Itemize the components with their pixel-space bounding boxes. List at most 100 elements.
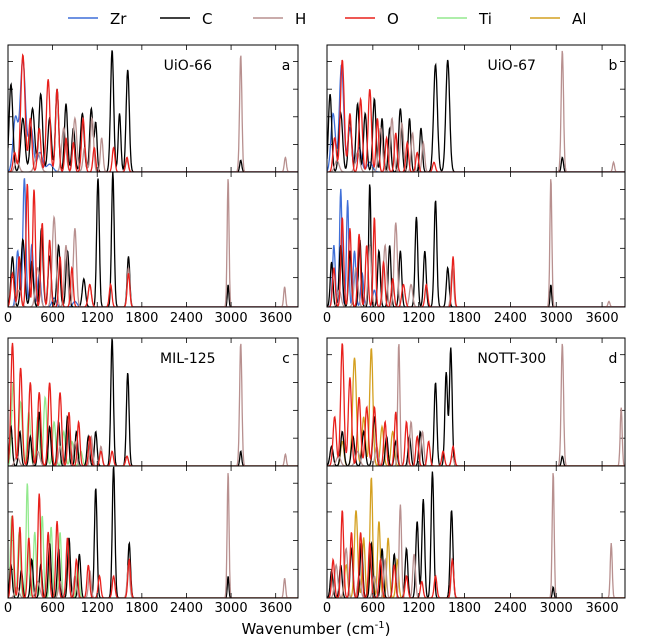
series-lines xyxy=(8,466,298,598)
legend-item-h: H xyxy=(253,10,306,28)
series-line-h xyxy=(327,50,625,172)
x-tick-label: 1200 xyxy=(402,601,435,616)
legend: Zr C H O Ti Al xyxy=(68,10,586,28)
x-ticks xyxy=(7,45,277,172)
x-tick-label: 0 xyxy=(4,601,12,616)
x-tick-label: 3600 xyxy=(259,311,292,326)
series-line-o xyxy=(8,342,298,466)
y-ticks xyxy=(327,482,625,570)
series-line-o xyxy=(327,510,625,598)
x-ticks xyxy=(326,338,603,466)
legend-label: H xyxy=(295,10,306,28)
series-lines xyxy=(327,50,625,172)
legend-label: Al xyxy=(572,10,586,28)
x-tick-label: 1800 xyxy=(448,311,481,326)
x-tick-label: 3000 xyxy=(540,601,573,616)
series-lines xyxy=(8,338,298,466)
series-line-al xyxy=(327,477,625,598)
series-line-c xyxy=(8,172,298,307)
subplot-bottom xyxy=(326,171,626,308)
y-ticks xyxy=(327,354,625,439)
x-tick-label: 2400 xyxy=(494,601,527,616)
y-ticks xyxy=(8,189,298,279)
legend-label: Zr xyxy=(110,10,127,28)
series-line-c xyxy=(8,466,298,598)
x-tick-label: 0 xyxy=(323,601,331,616)
series-line-zr xyxy=(8,178,298,307)
panel-letter: a xyxy=(282,58,291,74)
series-line-h xyxy=(8,473,298,598)
series-line-zr xyxy=(8,57,298,172)
series-lines xyxy=(8,172,298,307)
y-ticks xyxy=(8,482,298,570)
panel-title: NOTT-300 xyxy=(477,351,546,367)
x-tick-label: 3600 xyxy=(586,601,619,616)
legend-item-al: Al xyxy=(530,10,586,28)
x-tick-label: 1200 xyxy=(81,601,114,616)
series-line-c xyxy=(8,338,298,466)
series-lines xyxy=(327,179,625,307)
x-tick-label: 600 xyxy=(360,311,385,326)
series-line-h xyxy=(327,473,625,598)
panel-letter: c xyxy=(282,351,290,367)
x-tick-labels: 0 600 1200 1800 2400 3000 3600 xyxy=(4,311,292,326)
subplot-top xyxy=(326,337,626,467)
x-tick-label: 3600 xyxy=(259,601,292,616)
legend-label: Ti xyxy=(478,10,492,28)
x-tick-label: 0 xyxy=(4,311,12,326)
x-tick-label: 3000 xyxy=(215,601,248,616)
panel-letter: b xyxy=(609,58,618,74)
x-tick-labels: 0 600 1200 1800 2400 3000 3600 xyxy=(323,311,619,326)
series-line-o xyxy=(327,59,625,172)
x-tick-label: 0 xyxy=(323,311,331,326)
series-lines xyxy=(8,50,298,172)
x-tick-label: 2400 xyxy=(494,311,527,326)
subplot-top xyxy=(326,44,626,173)
panel-letter: d xyxy=(609,351,618,367)
legend-item-zr: Zr xyxy=(68,10,127,28)
x-tick-label: 600 xyxy=(360,601,385,616)
x-tick-label: 1800 xyxy=(125,311,158,326)
subplot-frame xyxy=(7,171,299,308)
x-tick-label: 1800 xyxy=(448,601,481,616)
x-ticks xyxy=(326,172,603,307)
x-ticks xyxy=(326,466,603,598)
series-lines xyxy=(327,471,625,598)
panel-b: UiO-67 b 0 600 1200 1800 2400 3000 3600 xyxy=(323,44,626,326)
legend-item-ti: Ti xyxy=(437,10,492,28)
subplot-frame xyxy=(326,465,626,599)
series-line-o xyxy=(8,183,298,307)
panel-d: NOTT-300 d 0 600 1200 1800 2400 3000 3600 xyxy=(323,337,626,616)
series-line-o xyxy=(327,343,625,466)
x-tick-label: 600 xyxy=(40,601,65,616)
series-line-al xyxy=(327,348,625,466)
series-line-o xyxy=(8,53,298,172)
x-tick-label: 2400 xyxy=(170,311,203,326)
x-ticks xyxy=(7,172,277,307)
x-tick-label: 600 xyxy=(40,311,65,326)
x-tick-label: 2400 xyxy=(170,601,203,616)
panel-title: MIL-125 xyxy=(160,351,216,367)
x-tick-labels: 0 600 1200 1800 2400 3000 3600 xyxy=(4,601,292,616)
x-tick-label: 3000 xyxy=(540,311,573,326)
panel-a: UiO-66 a 0 600 1200 1800 2400 3000 3600 xyxy=(4,44,299,326)
x-axis-label: Wavenumber (cm-1) xyxy=(241,620,390,638)
legend-item-o: O xyxy=(345,10,399,28)
series-line-o xyxy=(8,493,298,598)
y-ticks xyxy=(8,61,298,145)
panel-c: MIL-125 c 0 600 1200 1800 2400 3000 3600 xyxy=(4,337,299,616)
x-tick-label: 1200 xyxy=(402,311,435,326)
x-tick-label: 3600 xyxy=(586,311,619,326)
subplot-bottom xyxy=(326,465,626,599)
subplot-bottom xyxy=(7,465,299,599)
series-lines xyxy=(327,343,625,466)
series-line-h xyxy=(8,179,298,307)
panel-title: UiO-66 xyxy=(164,58,213,74)
x-tick-labels: 0 600 1200 1800 2400 3000 3600 xyxy=(323,601,619,616)
series-line-c xyxy=(327,59,625,172)
subplot-bottom xyxy=(7,171,299,308)
x-ticks xyxy=(7,338,277,466)
panel-title: UiO-67 xyxy=(488,58,536,74)
series-line-o xyxy=(327,217,625,307)
